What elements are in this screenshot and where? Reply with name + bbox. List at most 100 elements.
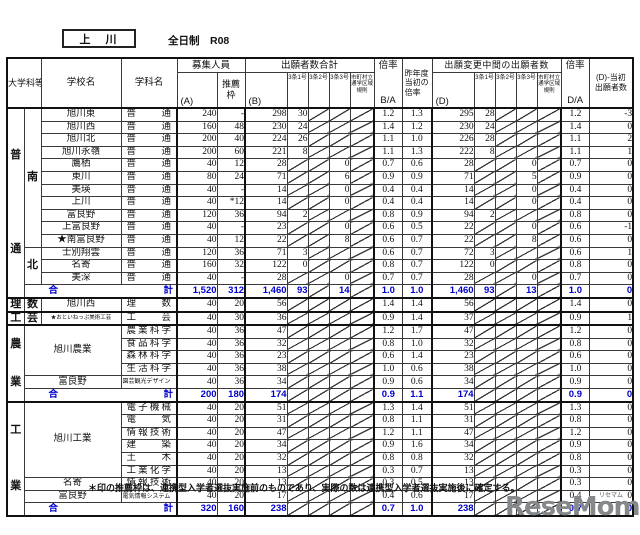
cell-b3: [328, 133, 351, 147]
cell-d4: [536, 170, 562, 185]
table-row: 工業旭川工業電子機械 40 20 51 1.3 1.4 51 1.3 0: [6, 400, 634, 517]
table-row: 建築 40 20 34 0.9 1.6 34 0.9 0: [7, 439, 634, 454]
cell-b2: [307, 502, 330, 518]
cell-B: 36: [244, 310, 288, 327]
cell-d2: [494, 489, 517, 504]
schedule-label: 全日制 R08: [168, 35, 230, 47]
dept-name: 普通: [120, 259, 178, 273]
cell-d4: [536, 233, 562, 248]
dept-name: 工業化学: [120, 464, 178, 479]
cell-A: 40: [176, 271, 218, 286]
cell-B: 47: [244, 426, 288, 441]
cell-BA: 1.3: [373, 400, 403, 416]
header-ba-label: B/A: [380, 94, 396, 106]
cell-d1: 8: [473, 145, 496, 160]
cell-b3: 0: [328, 196, 351, 210]
cell-DA: 0.8: [560, 452, 590, 466]
cell-b2: [307, 284, 330, 299]
cell-DA: 0.7: [560, 271, 590, 286]
cell-d3: [515, 452, 538, 466]
cell-b4: [349, 414, 375, 428]
cell-D: 22: [431, 233, 475, 248]
cell-diff: 0: [588, 502, 634, 518]
table-row: 東川普通 80 24 71 6 0.9 0.9 71 5 0.9 0: [7, 170, 634, 185]
cell-BA: 0.4: [373, 183, 403, 198]
cell-B: 13: [244, 464, 288, 479]
cell-d2: [494, 145, 517, 160]
cell-sui: 20: [216, 464, 246, 479]
cell-b3: [328, 246, 351, 261]
dept-name: 森林科学: [120, 350, 178, 364]
region-title: 上 川: [79, 33, 119, 46]
school-name: ★南富良野: [40, 233, 122, 248]
cell-d3: [515, 400, 538, 416]
cell-d2: [494, 158, 517, 172]
cell-b3: [328, 107, 351, 122]
cell-BA: 0.6: [373, 246, 403, 261]
cell-last: 1.4: [401, 350, 433, 364]
cell-d2: [494, 221, 517, 235]
cell-DA: 1.2: [560, 324, 590, 339]
cell-d3: [515, 388, 538, 403]
cell-A: 200: [176, 388, 218, 403]
cell-last: 1.3: [401, 107, 433, 122]
dept-name: 建築: [120, 439, 178, 454]
cell-B: 34: [244, 439, 288, 454]
cell-b4: [349, 388, 375, 403]
header-d-rule: 市町村立 通学区域 規則: [536, 71, 562, 109]
cell-diff: 1: [588, 145, 634, 160]
dept-name: 工芸: [120, 310, 178, 327]
cell-d1: [473, 426, 496, 441]
cell-BA: 0.4: [373, 196, 403, 210]
cell-d4: [536, 196, 562, 210]
cell-b3: [328, 296, 351, 313]
cell-d1: [473, 400, 496, 416]
cell-b3: [328, 439, 351, 454]
cell-DA: 1.1: [560, 145, 590, 160]
cell-d1: [473, 337, 496, 352]
cell-A: 1,520: [176, 284, 218, 299]
cell-d3: [515, 324, 538, 339]
header-prev-year-rate: 昨年度 当初の 倍率: [401, 57, 433, 109]
cell-B: 238: [244, 502, 288, 518]
cell-d4: [536, 426, 562, 441]
cell-DA: 0.9: [560, 388, 590, 403]
cell-b1: 2: [286, 208, 309, 223]
cell-BA: 0.6: [373, 233, 403, 248]
cell-D: 230: [431, 120, 475, 135]
cell-last: 0.7: [401, 464, 433, 479]
dept-name: 普通: [120, 170, 178, 185]
cell-A: 40: [176, 375, 218, 390]
cell-b3: [328, 145, 351, 160]
cell-d1: [473, 158, 496, 172]
course-group-label: 工業: [6, 400, 25, 517]
cell-A: 40: [176, 158, 218, 172]
cell-last: 0.6: [401, 375, 433, 390]
cell-diff: 0: [588, 259, 634, 273]
cell-sui: 36: [216, 246, 246, 261]
cell-d1: [473, 502, 496, 518]
cell-b1: [286, 196, 309, 210]
cell-A: 160: [176, 259, 218, 273]
cell-B: 224: [244, 133, 288, 147]
cell-b3: [328, 489, 351, 504]
cell-b4: [349, 324, 375, 339]
cell-d1: [473, 324, 496, 339]
cell-d2: [494, 452, 517, 466]
cell-A: 40: [176, 350, 218, 364]
cell-b4: [349, 107, 375, 122]
cell-sui: -: [216, 271, 246, 286]
cell-d1: [473, 414, 496, 428]
cell-d3: [515, 439, 538, 454]
cell-b1: [286, 324, 309, 339]
cell-last: 1.2: [401, 120, 433, 135]
school-name: 旭川工業: [23, 400, 122, 479]
table-row: 工芸 ★おといねっぷ美術工芸工芸 40 30 36 0.9 1.4 37 0.9 1: [6, 310, 634, 327]
cell-b2: [307, 337, 330, 352]
header-school-name: 学校名: [40, 57, 122, 109]
cell-d1: 3: [473, 246, 496, 261]
cell-d4: [536, 400, 562, 416]
cell-sui: 48: [216, 120, 246, 135]
table-row: 旭川北普通 200 40 224 26 1.1 1.0 226 28 1.1 2: [7, 133, 634, 147]
course-group-label: 北: [23, 246, 42, 286]
